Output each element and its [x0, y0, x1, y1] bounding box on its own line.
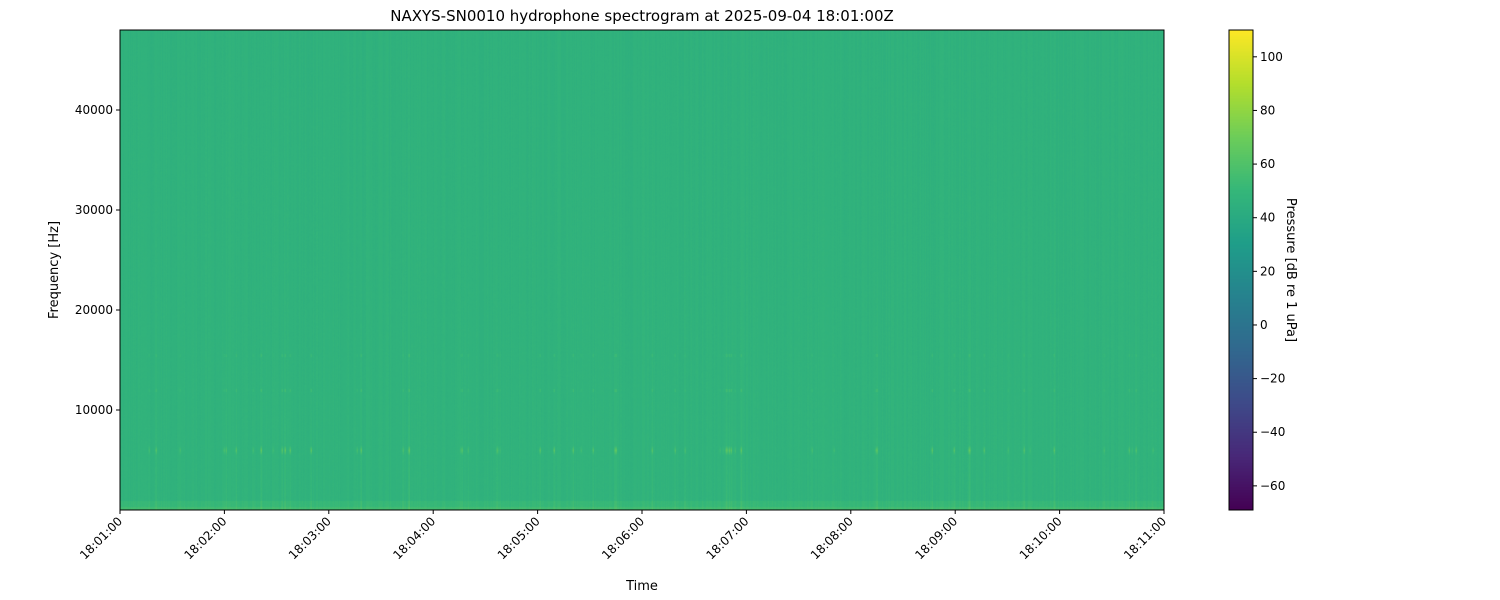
- x-tick-label: 18:10:00: [1017, 514, 1065, 562]
- y-tick-label: 10000: [75, 403, 113, 417]
- y-tick-label: 20000: [75, 303, 113, 317]
- spectrogram-image: [120, 30, 1164, 510]
- x-tick-label: 18:06:00: [599, 514, 647, 562]
- colorbar-tick-label: −60: [1260, 479, 1285, 493]
- colorbar-label: Pressure [dB re 1 uPa]: [1283, 198, 1298, 342]
- colorbar-gradient: [1229, 30, 1253, 510]
- x-tick-label: 18:04:00: [390, 514, 438, 562]
- colorbar-frame: [1228, 29, 1254, 511]
- x-tick-label: 18:02:00: [182, 514, 230, 562]
- colorbar-tick-label: 80: [1260, 103, 1275, 117]
- colorbar-tick-label: 40: [1260, 211, 1275, 225]
- colorbar-tick-label: 60: [1260, 157, 1275, 171]
- x-tick-label: 18:05:00: [495, 514, 543, 562]
- y-tick-label: 30000: [75, 203, 113, 217]
- y-tick-label: 40000: [75, 103, 113, 117]
- colorbar-tick-label: 0: [1260, 318, 1268, 332]
- y-axis-label: Frequency [Hz]: [47, 221, 62, 319]
- chart-title: NAXYS-SN0010 hydrophone spectrogram at 2…: [390, 7, 894, 25]
- x-tick-label: 18:01:00: [77, 514, 125, 562]
- x-tick-label: 18:07:00: [704, 514, 752, 562]
- colorbar-tick-label: −20: [1260, 372, 1285, 386]
- x-tick-label: 18:03:00: [286, 514, 334, 562]
- x-tick-label: 18:08:00: [808, 514, 856, 562]
- colorbar-tick-label: −40: [1260, 425, 1285, 439]
- x-tick-label: 18:11:00: [1121, 514, 1169, 562]
- colorbar-tick-label: 20: [1260, 264, 1275, 278]
- x-tick-label: 18:09:00: [912, 514, 960, 562]
- plot-frame: [119, 29, 1165, 511]
- colorbar-tick-label: 100: [1260, 50, 1283, 64]
- x-axis-label: Time: [625, 579, 658, 594]
